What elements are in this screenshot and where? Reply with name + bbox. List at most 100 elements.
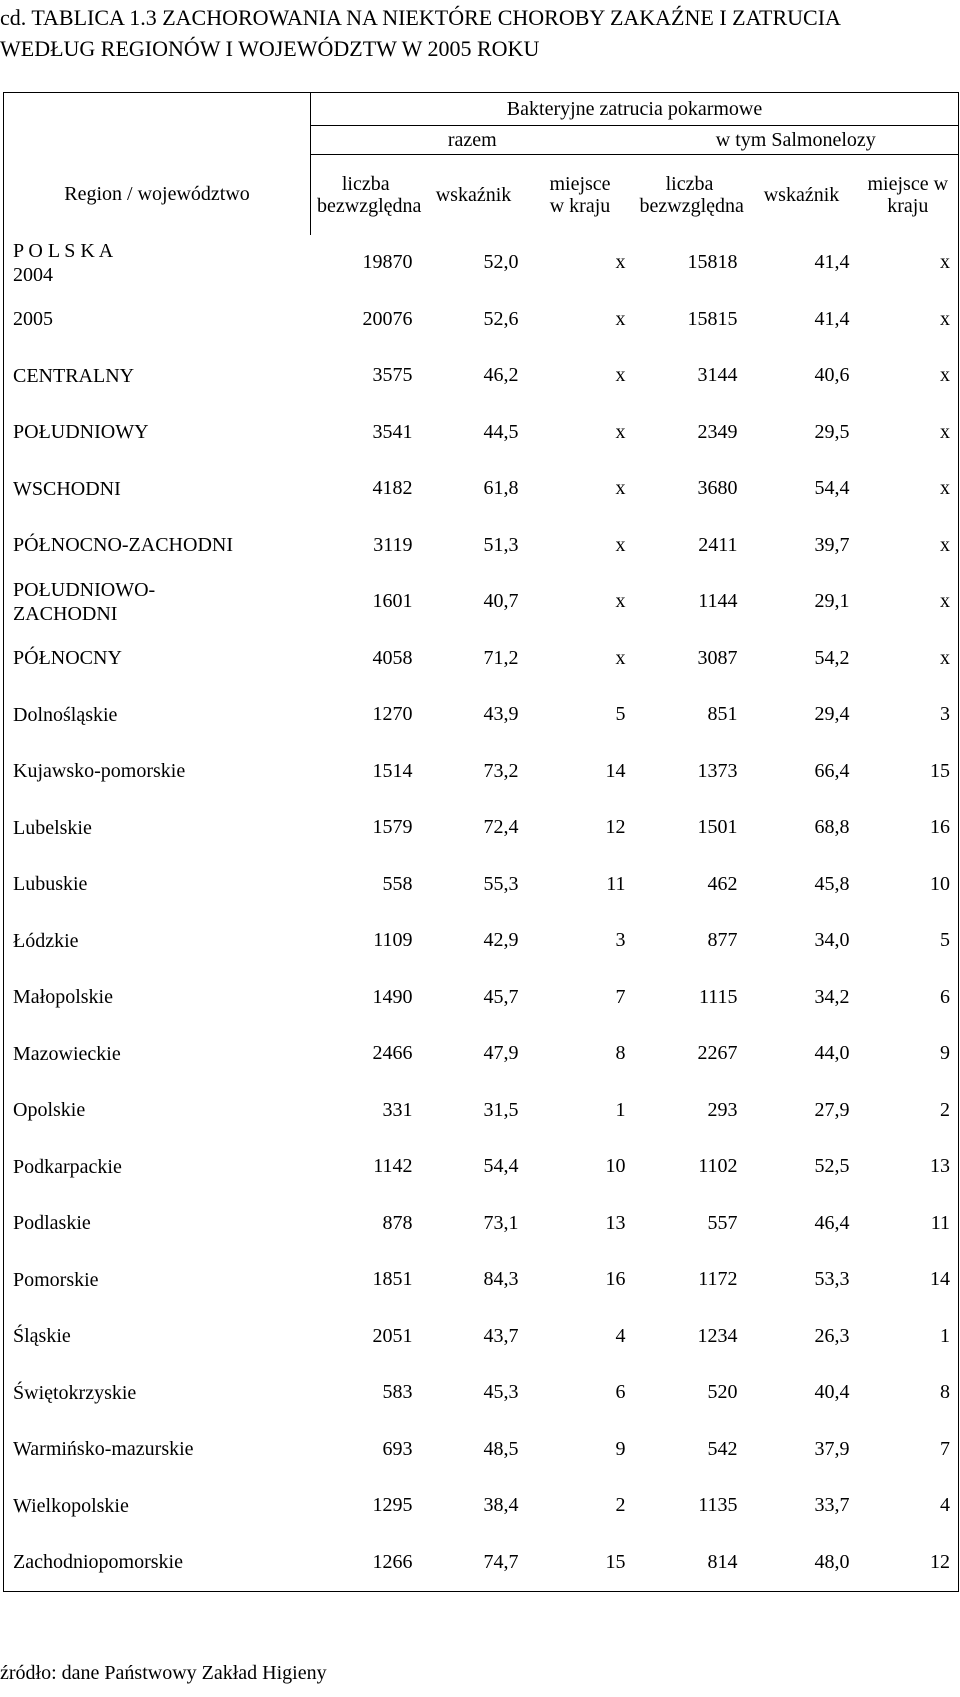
cell-wskaznik: 71,2 bbox=[483, 646, 519, 669]
cell-s-miejsce: 8 bbox=[857, 1364, 960, 1421]
cell-s-liczba: 520 bbox=[707, 1381, 738, 1404]
cell-wskaznik: 84,3 bbox=[483, 1268, 519, 1291]
cell-s-wskaznik: 26,3 bbox=[814, 1324, 850, 1347]
cell-s-wskaznik: 66,4 bbox=[814, 759, 850, 782]
cell-s-miejsce: 9 bbox=[857, 1025, 960, 1082]
cell-s-liczba: 1172 bbox=[698, 1268, 738, 1291]
cell-s-wskaznik: 68,8 bbox=[814, 816, 850, 839]
cell-miejsce: x bbox=[615, 364, 626, 387]
cell-liczba: 4182 bbox=[372, 477, 413, 500]
cell-s-wskaznik: 37,9 bbox=[814, 1437, 850, 1460]
cell-s-miejsce: 4 bbox=[857, 1477, 960, 1534]
cell-miejsce: 11 bbox=[606, 872, 626, 895]
row-label: PÓŁNOCNO-ZACHODNI bbox=[3, 517, 311, 574]
table-body: P O L S K A 2004 19870 52,0 x 15818 41,4 x 2005… bbox=[3, 234, 960, 1592]
title-line-2: WEDŁUG REGIONÓW I WOJEWÓDZTW W 2005 ROKU bbox=[0, 36, 540, 61]
cell-liczba: 3119 bbox=[373, 533, 413, 556]
cell-s-miejsce: 10 bbox=[857, 856, 960, 913]
row-label: WSCHODNI bbox=[3, 460, 311, 517]
cell-s-miejsce: 5 bbox=[857, 912, 960, 969]
cell-s-wskaznik: 34,2 bbox=[814, 985, 850, 1008]
cell-s-miejsce: 16 bbox=[857, 799, 960, 856]
table-row: Dolnośląskie 1270 43,9 5 851 29,4 3 bbox=[3, 686, 960, 743]
cell-s-miejsce: 11 bbox=[857, 1195, 960, 1252]
table-row: Opolskie 331 31,5 1 293 27,9 2 bbox=[3, 1082, 960, 1139]
table-row: PÓŁNOCNY 4058 71,2 x 3087 54,2 x bbox=[3, 630, 960, 687]
row-label: Wielkopolskie bbox=[3, 1477, 311, 1534]
row-label: Kujawsko-pomorskie bbox=[3, 743, 311, 800]
cell-s-liczba: 1373 bbox=[697, 759, 738, 782]
cell-liczba: 1851 bbox=[372, 1268, 413, 1291]
cell-miejsce: 2 bbox=[615, 1494, 626, 1517]
col-header-s-liczba: liczba bezwzględna bbox=[639, 172, 744, 217]
cell-s-miejsce: 14 bbox=[857, 1251, 960, 1308]
cell-liczba: 19870 bbox=[362, 251, 413, 274]
table-row: 2005 20076 52,6 x 15815 41,4 x bbox=[3, 291, 960, 348]
table-row: Małopolskie 1490 45,7 7 1115 34,2 6 bbox=[3, 969, 960, 1026]
table-row: Świętokrzyskie 583 45,3 6 520 40,4 8 bbox=[3, 1364, 960, 1421]
col-header-s-wskaznik: wskaźnik bbox=[763, 183, 840, 206]
cell-liczba: 1514 bbox=[372, 759, 413, 782]
table-row: POŁUDNIOWO- ZACHODNI 1601 40,7 x 1144 29,1 x bbox=[3, 573, 960, 630]
cell-miejsce: x bbox=[615, 251, 626, 274]
row-label: Opolskie bbox=[3, 1082, 311, 1139]
cell-wskaznik: 38,4 bbox=[483, 1494, 519, 1517]
cell-miejsce: 16 bbox=[605, 1268, 626, 1291]
cell-wskaznik: 52,0 bbox=[483, 251, 519, 274]
cell-liczba: 2466 bbox=[372, 1042, 413, 1065]
row-label: Mazowieckie bbox=[3, 1025, 311, 1082]
cell-miejsce: x bbox=[615, 590, 626, 613]
cell-s-miejsce: 2 bbox=[857, 1082, 960, 1139]
cell-s-liczba: 2411 bbox=[698, 533, 738, 556]
cell-miejsce: x bbox=[615, 646, 626, 669]
table-row: CENTRALNY 3575 46,2 x 3144 40,6 x bbox=[3, 347, 960, 404]
cell-s-liczba: 2349 bbox=[697, 420, 738, 443]
cell-s-liczba: 1102 bbox=[698, 1155, 738, 1178]
table-row: Mazowieckie 2466 47,9 8 2267 44,0 9 bbox=[3, 1025, 960, 1082]
cell-s-liczba: 3680 bbox=[697, 477, 738, 500]
cell-miejsce: 14 bbox=[605, 759, 626, 782]
cell-wskaznik: 48,5 bbox=[483, 1437, 519, 1460]
cell-s-wskaznik: 29,1 bbox=[814, 590, 850, 613]
cell-s-liczba: 814 bbox=[633, 1534, 746, 1592]
cell-wskaznik: 43,7 bbox=[483, 1324, 519, 1347]
cell-s-liczba: 1234 bbox=[697, 1324, 738, 1347]
cell-s-liczba: 1144 bbox=[698, 590, 738, 613]
row-label: Lubelskie bbox=[3, 799, 311, 856]
cell-wskaznik: 54,4 bbox=[483, 1155, 519, 1178]
cell-wskaznik: 55,3 bbox=[483, 872, 519, 895]
cell-s-wskaznik: 54,4 bbox=[814, 477, 850, 500]
table-row: P O L S K A 2004 19870 52,0 x 15818 41,4 x bbox=[3, 234, 960, 291]
table-row: Podlaskie 878 73,1 13 557 46,4 11 bbox=[3, 1195, 960, 1252]
row-label: Dolnośląskie bbox=[3, 686, 311, 743]
cell-s-wskaznik: 46,4 bbox=[814, 1211, 850, 1234]
table-title: cd. TABLICA 1.3 ZACHOROWANIA NA NIEKTÓRE… bbox=[0, 2, 960, 64]
cell-s-miejsce: x bbox=[857, 517, 960, 574]
row-label: Świętokrzyskie bbox=[3, 1364, 311, 1421]
cell-s-miejsce: 15 bbox=[857, 743, 960, 800]
cell-s-wskaznik: 41,4 bbox=[814, 251, 850, 274]
cell-liczba: 3541 bbox=[372, 420, 413, 443]
cell-s-wskaznik: 48,0 bbox=[745, 1534, 858, 1592]
cell-wskaznik: 47,9 bbox=[483, 1042, 519, 1065]
cell-s-liczba: 851 bbox=[707, 703, 738, 726]
row-label: Lubuskie bbox=[3, 856, 311, 913]
cell-wskaznik: 42,9 bbox=[483, 929, 519, 952]
cell-liczba: 583 bbox=[382, 1381, 413, 1404]
cell-s-miejsce: 6 bbox=[857, 969, 960, 1026]
cell-wskaznik: 44,5 bbox=[483, 420, 519, 443]
cell-liczba: 1295 bbox=[372, 1494, 413, 1517]
cell-s-miejsce: 1 bbox=[857, 1308, 960, 1365]
row-label: Podkarpackie bbox=[3, 1138, 311, 1195]
cell-s-wskaznik: 29,5 bbox=[814, 420, 850, 443]
row-label: Małopolskie bbox=[3, 969, 311, 1026]
cell-miejsce: 1 bbox=[615, 1098, 626, 1121]
cell-miejsce: 4 bbox=[615, 1324, 626, 1347]
row-label: Śląskie bbox=[3, 1308, 311, 1365]
cell-s-wskaznik: 34,0 bbox=[814, 929, 850, 952]
table-row: Kujawsko-pomorskie 1514 73,2 14 1373 66,4 15 bbox=[3, 743, 960, 800]
table-row: POŁUDNIOWY 3541 44,5 x 2349 29,5 x bbox=[3, 404, 960, 461]
table-row: Warmińsko-mazurskie 693 48,5 9 542 37,9 7 bbox=[3, 1421, 960, 1478]
row-label: POŁUDNIOWY bbox=[3, 404, 311, 461]
cell-s-liczba: 2267 bbox=[697, 1042, 738, 1065]
